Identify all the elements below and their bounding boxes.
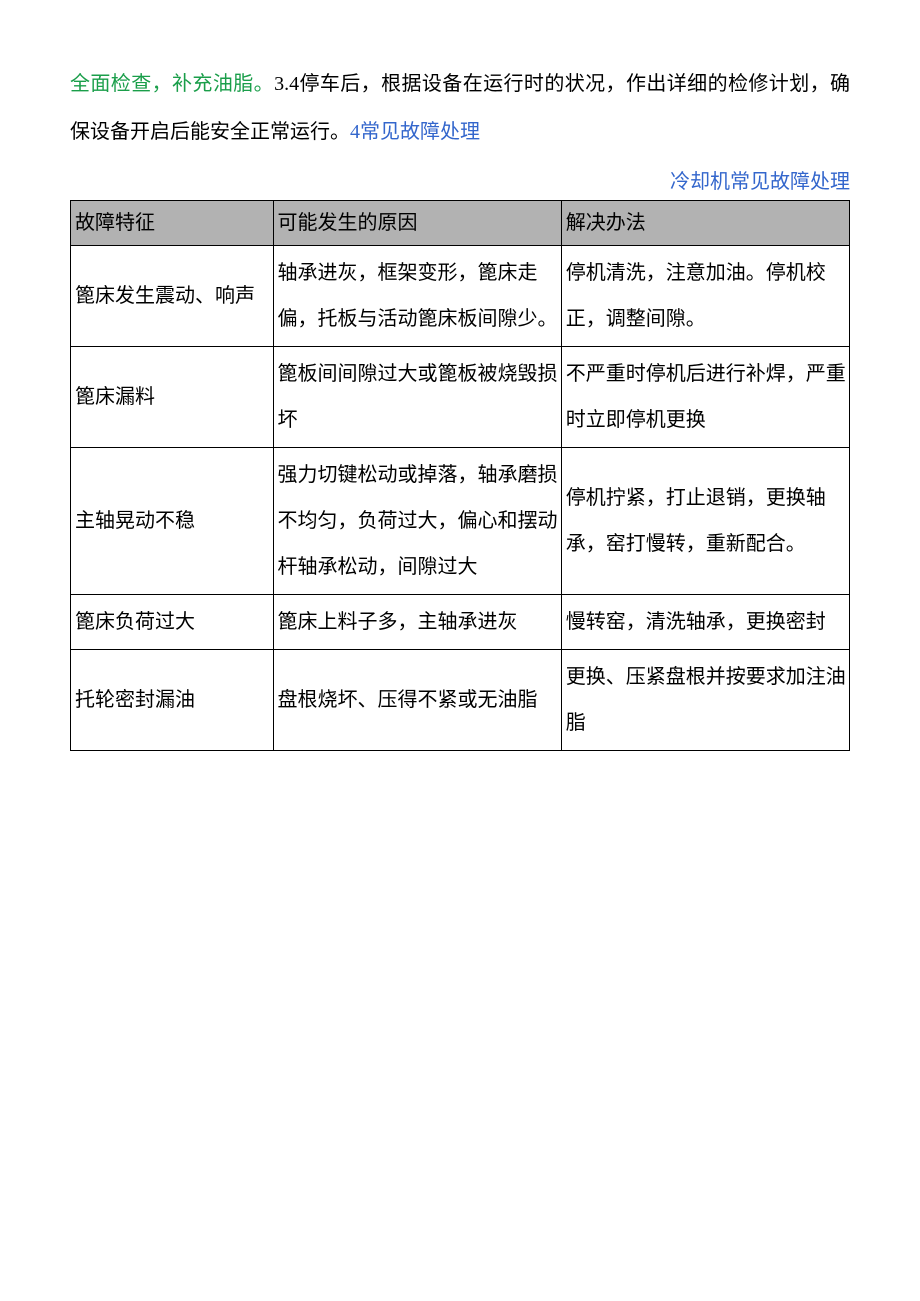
table-header-row: 故障特征 可能发生的原因 解决办法	[71, 201, 850, 246]
table-cell: 篦床漏料	[71, 347, 274, 448]
table-row: 托轮密封漏油 盘根烧坏、压得不紧或无油脂 更换、压紧盘根并按要求加注油脂	[71, 650, 850, 751]
table-header-cell: 可能发生的原因	[273, 201, 561, 246]
table-caption: 冷却机常见故障处理	[70, 166, 850, 198]
table-cell: 托轮密封漏油	[71, 650, 274, 751]
table-cell: 篦床发生震动、响声	[71, 246, 274, 347]
table-header-cell: 故障特征	[71, 201, 274, 246]
fault-table: 故障特征 可能发生的原因 解决办法 篦床发生震动、响声 轴承进灰，框架变形，篦床…	[70, 200, 850, 751]
table-row: 篦床漏料 篦板间间隙过大或篦板被烧毁损坏 不严重时停机后进行补焊，严重时立即停机…	[71, 347, 850, 448]
table-cell: 篦床上料子多，主轴承进灰	[273, 595, 561, 650]
green-text-segment: 全面检查，补充油脂。	[70, 73, 274, 95]
table-cell: 篦床负荷过大	[71, 595, 274, 650]
table-cell: 不严重时停机后进行补焊，严重时立即停机更换	[561, 347, 849, 448]
table-cell: 更换、压紧盘根并按要求加注油脂	[561, 650, 849, 751]
table-row: 篦床负荷过大 篦床上料子多，主轴承进灰 慢转窑，清洗轴承，更换密封	[71, 595, 850, 650]
body-paragraph: 全面检查，补充油脂。3.4停车后，根据设备在运行时的状况，作出详细的检修计划，确…	[70, 60, 850, 156]
table-cell: 停机清洗，注意加油。停机校正，调整间隙。	[561, 246, 849, 347]
table-row: 篦床发生震动、响声 轴承进灰，框架变形，篦床走偏，托板与活动篦床板间隙少。 停机…	[71, 246, 850, 347]
table-cell: 停机拧紧，打止退销，更换轴承，窑打慢转，重新配合。	[561, 448, 849, 595]
table-cell: 篦板间间隙过大或篦板被烧毁损坏	[273, 347, 561, 448]
table-row: 主轴晃动不稳 强力切键松动或掉落，轴承磨损不均匀，负荷过大，偏心和摆动杆轴承松动…	[71, 448, 850, 595]
table-cell: 盘根烧坏、压得不紧或无油脂	[273, 650, 561, 751]
table-cell: 强力切键松动或掉落，轴承磨损不均匀，负荷过大，偏心和摆动杆轴承松动，间隙过大	[273, 448, 561, 595]
table-cell: 轴承进灰，框架变形，篦床走偏，托板与活动篦床板间隙少。	[273, 246, 561, 347]
table-cell: 主轴晃动不稳	[71, 448, 274, 595]
blue-text-segment: 4常见故障处理	[350, 121, 480, 143]
table-cell: 慢转窑，清洗轴承，更换密封	[561, 595, 849, 650]
table-header-cell: 解决办法	[561, 201, 849, 246]
